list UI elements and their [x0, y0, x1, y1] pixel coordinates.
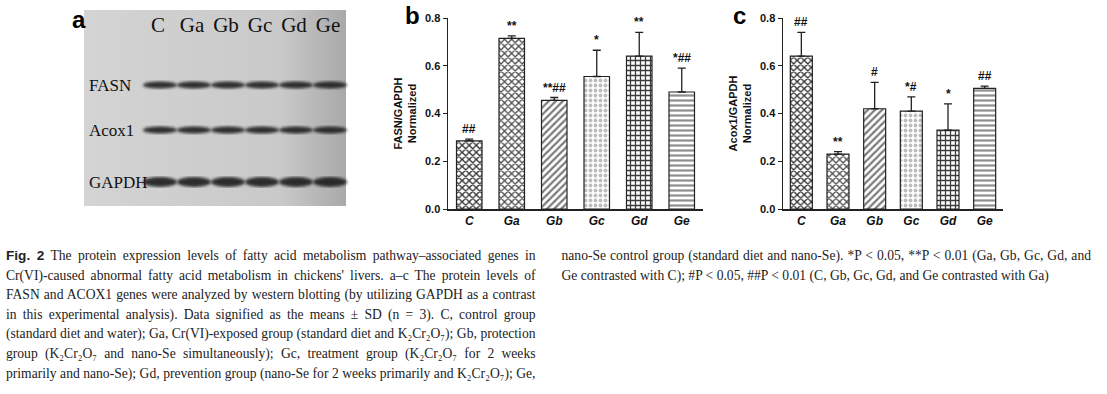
svg-text:0.4: 0.4: [425, 107, 441, 119]
svg-text:C: C: [151, 13, 165, 37]
svg-text:0.0: 0.0: [760, 203, 775, 215]
html-text:c: c: [733, 2, 747, 29]
svg-text:Gb: Gb: [546, 214, 563, 228]
svg-text:Acox1/GAPDHNormalized: Acox1/GAPDHNormalized: [727, 76, 753, 152]
svg-text:0.6: 0.6: [425, 60, 440, 72]
svg-text:Ge: Ge: [977, 214, 993, 228]
svg-text:0.2: 0.2: [760, 155, 775, 167]
svg-text:Ge: Ge: [316, 13, 341, 37]
svg-text:*#: *#: [905, 80, 917, 94]
svg-text:0.4: 0.4: [760, 107, 776, 119]
svg-text:a: a: [72, 6, 86, 33]
svg-text:**: **: [507, 19, 517, 33]
svg-text:Gd: Gd: [281, 13, 307, 37]
svg-text:**: **: [634, 15, 644, 29]
svg-text:*: *: [946, 87, 951, 101]
svg-text:0.2: 0.2: [425, 155, 440, 167]
svg-text:Gd: Gd: [631, 214, 648, 228]
svg-text:C: C: [465, 214, 474, 228]
svg-text:**: **: [833, 135, 843, 149]
svg-text:Ga: Ga: [830, 214, 846, 228]
svg-text:FASN/GAPDHNormalized: FASN/GAPDHNormalized: [392, 77, 418, 149]
svg-text:Acox1: Acox1: [89, 121, 134, 140]
svg-text:0.0: 0.0: [425, 203, 440, 215]
svg-text:Ge: Ge: [674, 214, 690, 228]
svg-text:0.8: 0.8: [760, 12, 775, 24]
svg-text:Gd: Gd: [940, 214, 957, 228]
svg-text:Gb: Gb: [213, 13, 239, 37]
svg-text:Gc: Gc: [248, 13, 273, 37]
svg-text:Gb: Gb: [866, 214, 883, 228]
svg-text:Ga: Ga: [504, 214, 520, 228]
svg-text:Ga: Ga: [180, 13, 205, 37]
svg-text:*: *: [594, 33, 599, 47]
svg-text:##: ##: [794, 15, 808, 29]
svg-text:##: ##: [462, 122, 476, 136]
svg-text:FASN: FASN: [89, 76, 131, 95]
svg-text:GAPDH: GAPDH: [89, 173, 148, 192]
svg-text:C: C: [797, 214, 806, 228]
svg-text:#: #: [871, 65, 878, 79]
html-text:b: b: [405, 2, 420, 29]
svg-text:0.8: 0.8: [425, 12, 440, 24]
svg-text:**##: **##: [543, 81, 566, 95]
svg-text:*##: *##: [673, 51, 691, 65]
svg-text:Gc: Gc: [589, 214, 605, 228]
svg-text:##: ##: [978, 69, 992, 83]
html-text:Fig. 2 The protein expression: Fig. 2 The protein expression levels of …: [6, 248, 1091, 381]
svg-text:0.6: 0.6: [760, 60, 775, 72]
svg-text:Gc: Gc: [903, 214, 919, 228]
